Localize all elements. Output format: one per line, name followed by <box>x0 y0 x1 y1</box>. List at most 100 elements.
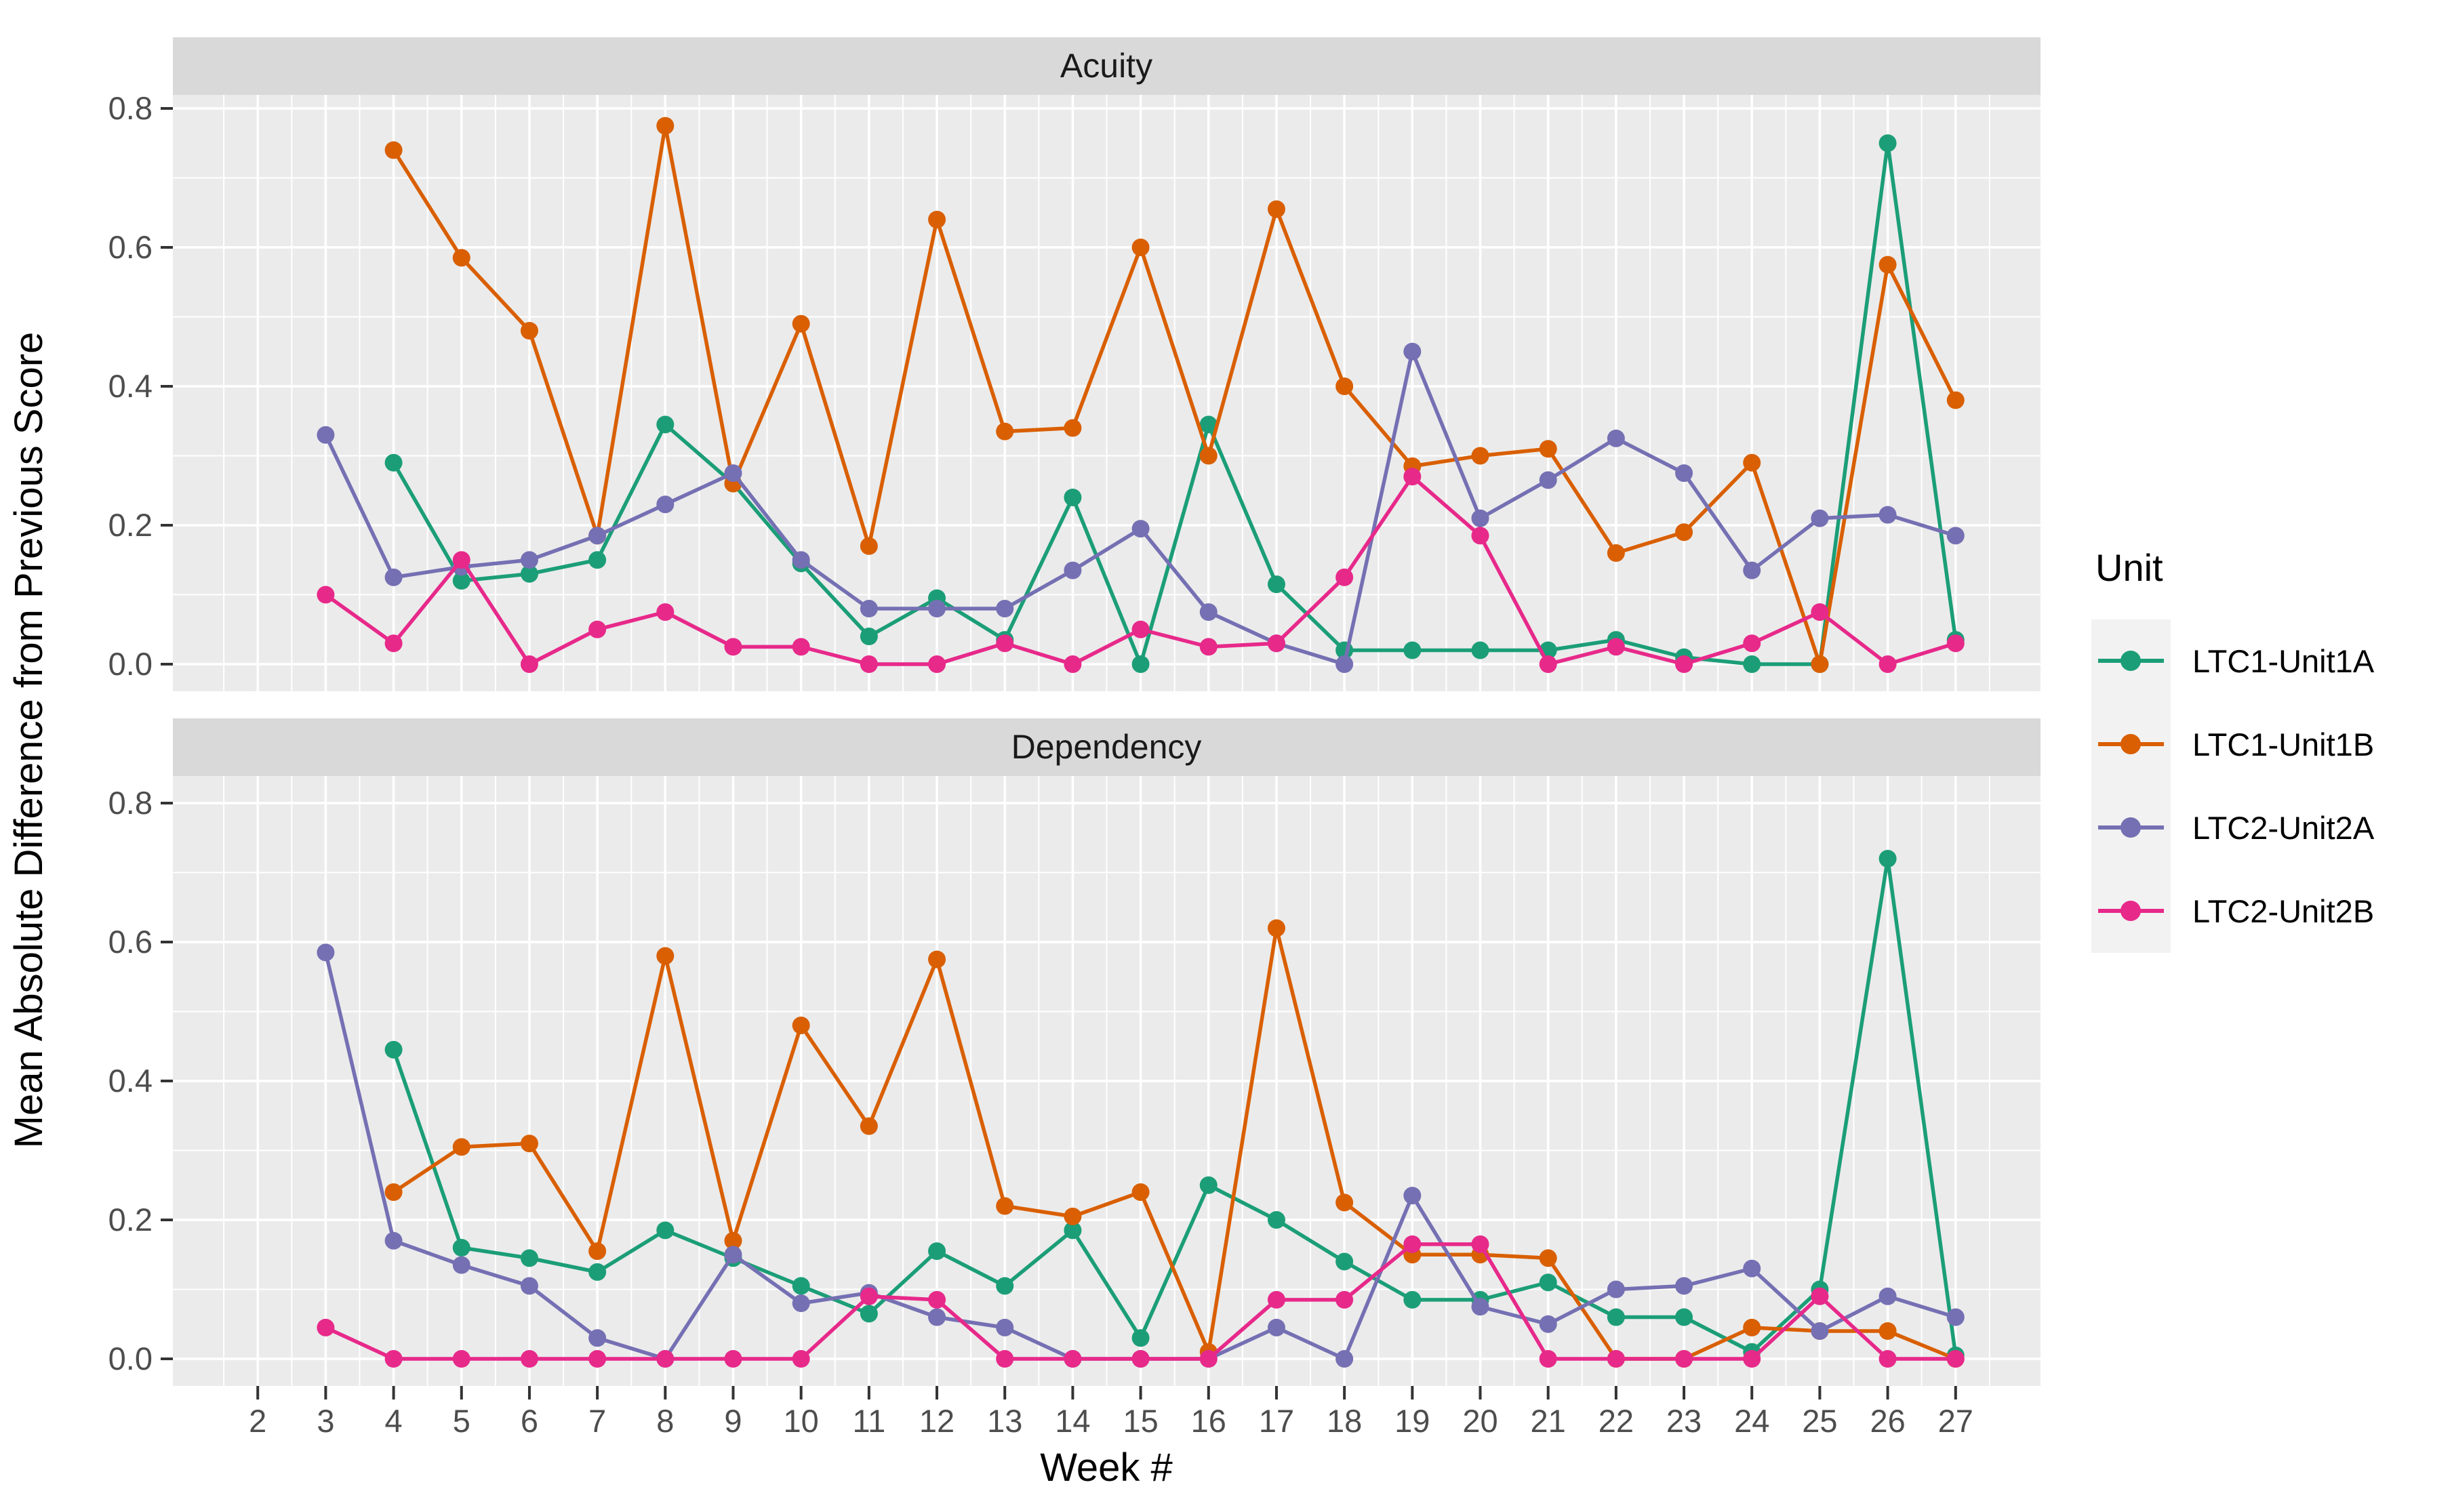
data-point-LTC2-Unit2B <box>588 1350 607 1368</box>
data-point-LTC1-Unit1B <box>1335 377 1354 395</box>
legend-rows: LTC1-Unit1A LTC1-Unit1B <box>2091 619 2374 953</box>
data-point-LTC2-Unit2A <box>1403 342 1422 361</box>
data-point-LTC2-Unit2B <box>996 634 1014 653</box>
data-point-LTC2-Unit2B <box>1811 1287 1829 1305</box>
data-point-LTC2-Unit2B <box>1403 1235 1422 1253</box>
data-point-LTC2-Unit2B <box>724 1350 742 1368</box>
data-point-LTC2-Unit2A <box>520 1277 538 1295</box>
data-point-LTC1-Unit1B <box>384 1183 403 1201</box>
chart-layer: 0.00.20.40.60.80.00.20.40.60.82 3 4 5 6 7 8 9 10… <box>108 37 2041 1439</box>
data-point-LTC1-Unit1B <box>588 1242 607 1261</box>
data-point-LTC2-Unit2A <box>656 495 675 514</box>
data-point-LTC2-Unit2B <box>1064 655 1082 673</box>
data-point-LTC2-Unit2A <box>1675 1277 1693 1295</box>
data-point-LTC2-Unit2A <box>860 600 878 617</box>
data-point-LTC1-Unit1B <box>1539 1249 1557 1267</box>
data-point-LTC2-Unit2A <box>724 464 742 483</box>
data-point-LTC2-Unit2A <box>1131 520 1150 538</box>
x-tick-label: 4 <box>385 1403 403 1439</box>
data-point-LTC2-Unit2A <box>317 943 335 962</box>
data-point-LTC1-Unit1B <box>452 249 470 267</box>
data-point-LTC1-Unit1A <box>520 1249 538 1267</box>
data-point-LTC1-Unit1A <box>1675 1308 1693 1326</box>
data-point-LTC2-Unit2A <box>792 1294 810 1312</box>
data-point-LTC2-Unit2B <box>317 586 335 604</box>
data-point-LTC1-Unit1B <box>1471 447 1489 465</box>
data-point-LTC2-Unit2A <box>928 600 946 617</box>
legend-row-ltc2-unit2b: LTC2-Unit2B <box>2091 870 2374 953</box>
line-dot-key-icon <box>2098 734 2164 754</box>
data-point-LTC2-Unit2B <box>1131 1350 1150 1368</box>
data-point-LTC2-Unit2A <box>996 600 1014 617</box>
data-point-LTC2-Unit2B <box>520 655 538 673</box>
data-point-LTC1-Unit1A <box>1743 655 1761 673</box>
data-point-LTC1-Unit1A <box>452 572 470 590</box>
x-tick-label: 7 <box>588 1403 606 1439</box>
data-point-LTC1-Unit1A <box>384 453 403 472</box>
data-point-LTC2-Unit2A <box>1946 527 1965 545</box>
line-dot-key-icon <box>2098 901 2164 921</box>
data-point-LTC1-Unit1B <box>520 1135 538 1153</box>
series-line-LTC1-Unit1A <box>391 141 1958 666</box>
data-point-LTC1-Unit1B <box>1675 523 1693 542</box>
data-point-LTC1-Unit1A <box>1267 575 1285 594</box>
data-point-LTC2-Unit2A <box>384 1231 403 1250</box>
data-point-LTC1-Unit1B <box>860 537 878 555</box>
data-point-LTC2-Unit2A <box>1811 509 1829 527</box>
data-point-LTC1-Unit1B <box>384 141 403 159</box>
data-point-LTC2-Unit2A <box>1743 561 1761 579</box>
data-point-LTC1-Unit1B <box>1131 239 1150 256</box>
data-point-LTC2-Unit2A <box>1267 1318 1285 1336</box>
data-point-LTC1-Unit1A <box>1199 415 1218 434</box>
data-point-LTC1-Unit1B <box>928 211 946 228</box>
data-point-LTC1-Unit1B <box>996 422 1014 441</box>
data-point-LTC2-Unit2B <box>1607 638 1625 656</box>
legend: Unit LTC1-Unit1A LTC1-Unit <box>2091 546 2374 953</box>
y-tick-label: 0.0 <box>108 1341 153 1376</box>
data-point-LTC1-Unit1A <box>588 1263 607 1281</box>
data-point-LTC1-Unit1A <box>860 1305 878 1323</box>
x-tick-label: 9 <box>724 1403 742 1439</box>
data-point-LTC1-Unit1A <box>1199 1176 1218 1194</box>
data-point-LTC1-Unit1B <box>860 1117 878 1135</box>
data-point-LTC2-Unit2B <box>1607 1350 1625 1368</box>
data-point-LTC2-Unit2B <box>1471 527 1489 545</box>
data-point-LTC2-Unit2A <box>1675 464 1693 483</box>
data-point-LTC2-Unit2A <box>928 1308 946 1326</box>
data-point-LTC2-Unit2A <box>1878 506 1897 524</box>
data-point-LTC1-Unit1B <box>1811 655 1829 673</box>
legend-title: Unit <box>2095 546 2163 589</box>
data-point-LTC2-Unit2B <box>384 634 403 653</box>
data-point-LTC1-Unit1B <box>1064 419 1082 437</box>
series-line-LTC1-Unit1B <box>391 123 1958 666</box>
data-point-LTC2-Unit2B <box>1403 468 1422 486</box>
legend-row-ltc1-unit1b: LTC1-Unit1B <box>2091 703 2374 786</box>
data-point-LTC2-Unit2A <box>724 1246 742 1264</box>
y-tick-label: 0.6 <box>108 924 153 960</box>
data-point-LTC2-Unit2B <box>1743 1350 1761 1368</box>
data-point-LTC2-Unit2B <box>1199 1350 1218 1368</box>
x-tick-label: 27 <box>1938 1403 1973 1439</box>
data-point-LTC2-Unit2A <box>996 1318 1014 1336</box>
x-tick-label: 5 <box>453 1403 470 1439</box>
data-point-LTC1-Unit1B <box>1743 1318 1761 1336</box>
data-point-LTC2-Unit2B <box>860 1287 878 1305</box>
x-tick-label: 18 <box>1327 1403 1362 1439</box>
data-point-LTC2-Unit2B <box>452 1350 470 1368</box>
data-point-LTC2-Unit2A <box>1471 1298 1489 1316</box>
y-tick-label: 0.4 <box>108 368 153 404</box>
line-dot-key-icon <box>2098 817 2164 838</box>
x-tick-label: 11 <box>852 1403 885 1439</box>
data-point-LTC2-Unit2A <box>520 551 538 569</box>
series-line-LTC1-Unit1A <box>391 857 1958 1357</box>
data-point-LTC2-Unit2A <box>792 551 810 569</box>
data-point-LTC2-Unit2B <box>1471 1235 1489 1253</box>
x-tick-label: 26 <box>1870 1403 1905 1439</box>
legend-label: LTC1-Unit1A <box>2192 643 2375 679</box>
data-point-LTC2-Unit2B <box>1267 1290 1285 1309</box>
x-tick-label: 21 <box>1531 1403 1566 1439</box>
data-point-LTC2-Unit2A <box>1199 603 1218 621</box>
y-tick-label: 0.6 <box>108 229 153 265</box>
